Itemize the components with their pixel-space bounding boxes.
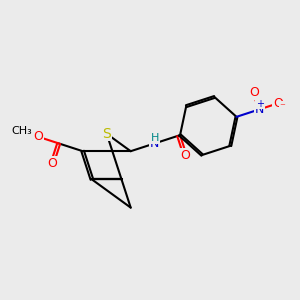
Text: CH₃: CH₃ [12, 127, 32, 136]
Text: O: O [47, 157, 57, 170]
Text: N: N [255, 103, 264, 116]
Text: +: + [256, 99, 264, 109]
Text: O: O [34, 130, 44, 143]
Text: H: H [151, 134, 159, 143]
Text: ⁻: ⁻ [280, 102, 285, 112]
Text: N: N [150, 137, 159, 150]
Text: O: O [273, 97, 283, 110]
Text: O: O [249, 86, 259, 99]
Text: O: O [180, 149, 190, 162]
Text: S: S [102, 127, 111, 141]
